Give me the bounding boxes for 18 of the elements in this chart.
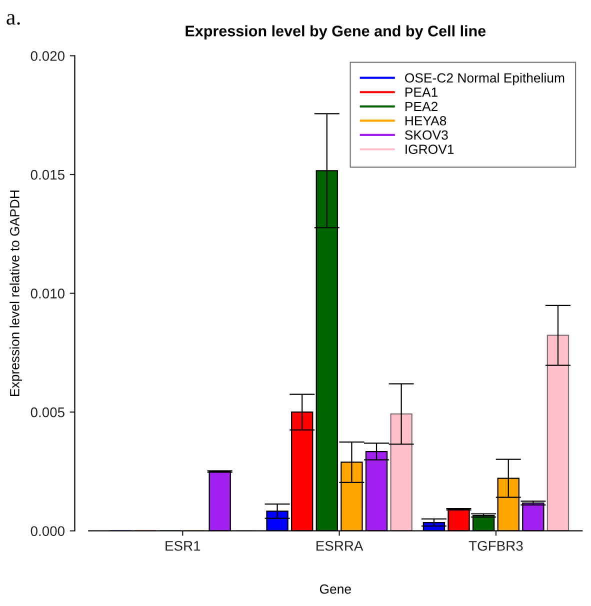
legend-label: PEA1 xyxy=(405,88,438,97)
x-axis-title: Gene xyxy=(320,584,351,594)
legend-label: SKOV3 xyxy=(405,130,448,140)
text: a. xyxy=(6,14,20,25)
y-axis-title: Expression level relative to GAPDH xyxy=(10,190,22,396)
chart-title: Expression level by Gene and by Cell line xyxy=(186,25,486,40)
y-tick-label: 0.010 xyxy=(30,288,64,298)
legend-label: HEYA8 xyxy=(405,116,446,126)
y-tick-label: 0.005 xyxy=(30,407,64,418)
x-tick-label: ESR1 xyxy=(166,540,200,551)
y-tick-label: 0.015 xyxy=(30,170,64,180)
legend-label: IGROV1 xyxy=(406,144,454,154)
legend-label: OSE-C2 Normal Epithelium xyxy=(405,72,564,86)
legend-label: PEA2 xyxy=(405,102,438,112)
y-tick-label: 0.020 xyxy=(30,51,64,61)
x-tick-label: ESRRA xyxy=(316,540,364,551)
x-tick-label: TGFBR3 xyxy=(468,540,523,551)
y-tick-label: 0.000 xyxy=(30,526,64,536)
